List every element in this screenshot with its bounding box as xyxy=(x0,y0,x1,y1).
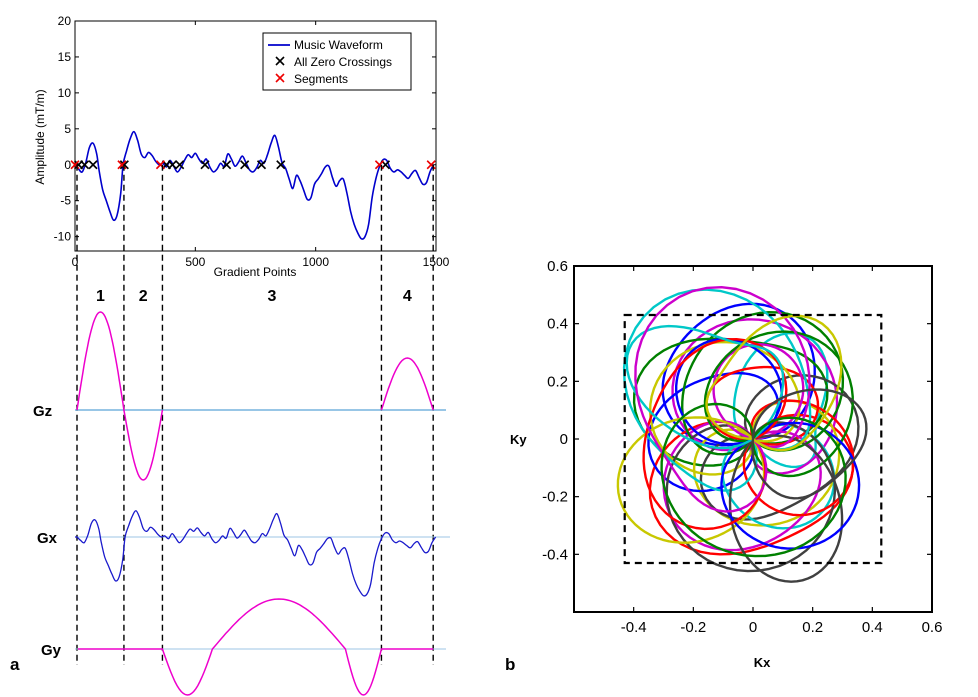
zero-crossing-marker xyxy=(256,160,267,170)
gz-label: Gz xyxy=(33,403,52,420)
kspace-trajectory xyxy=(647,372,780,493)
waveform-plot-frame xyxy=(74,20,437,252)
gy-trace xyxy=(78,598,434,696)
kspace-plot: 0.6 0.4 0.2 0 -0.2 -0.4 -0.4 -0.2 0 0.2 0.4 0.6 Ky… xyxy=(510,258,942,670)
waveform-plot: -10 -5 0 5 10 15 20 0 500 1000 1500 Amplitude (mT… xyxy=(33,14,450,279)
segment-label: 4 xyxy=(403,288,412,305)
segment-label: 1 xyxy=(96,288,105,305)
kspace-y-ticks: 0.6 0.4 0.2 0 -0.2 -0.4 xyxy=(542,258,932,563)
k-y-tick-label: 0 xyxy=(560,431,568,448)
legend-entry-segments: Segments xyxy=(294,72,348,86)
k-x-tick-label: 0.6 xyxy=(922,619,943,636)
x-tick-label: 1500 xyxy=(423,255,450,269)
k-y-tick-label: -0.4 xyxy=(542,546,568,563)
segment-label: 3 xyxy=(267,288,276,305)
waveform-y-axis-label: Amplitude (mT/m) xyxy=(33,89,47,184)
segment-boundaries xyxy=(76,164,434,665)
y-tick-label: 5 xyxy=(64,122,71,136)
legend-entry-zero-crossings: All Zero Crossings xyxy=(294,55,392,69)
kspace-trajectory xyxy=(660,402,847,558)
kspace-trajectory xyxy=(703,330,854,478)
zero-crossing-marker xyxy=(222,160,232,170)
k-y-tick-label: 0.4 xyxy=(547,316,568,333)
k-x-tick-label: 0.4 xyxy=(862,619,883,636)
kspace-trajectory xyxy=(665,421,837,573)
gy-label: Gy xyxy=(41,642,62,659)
kspace-trajectories xyxy=(616,286,868,583)
zero-crossing-marker xyxy=(200,160,210,170)
k-x-tick-label: 0 xyxy=(749,619,757,636)
waveform-y-ticks: -10 -5 0 5 10 15 20 xyxy=(54,14,436,244)
zero-crossing-marker xyxy=(167,160,178,170)
y-tick-label: -5 xyxy=(60,194,71,208)
panel-label-b: b xyxy=(505,655,515,674)
kspace-trajectory xyxy=(648,340,801,476)
zero-crossing-markers xyxy=(74,160,391,170)
kspace-trajectory xyxy=(712,343,805,441)
waveform-legend: Music Waveform All Zero Crossings Segmen… xyxy=(262,32,412,91)
x-tick-label: 0 xyxy=(72,255,79,269)
music-waveform-line xyxy=(74,130,435,240)
y-tick-label: 15 xyxy=(58,50,72,64)
kspace-trajectory xyxy=(625,324,785,450)
panel-label-a: a xyxy=(10,655,20,674)
zero-crossing-marker xyxy=(80,160,90,170)
gradient-traces: Gz Gx Gy xyxy=(33,311,450,696)
kspace-y-axis-label: Ky xyxy=(510,432,527,447)
kspace-trajectory xyxy=(634,286,811,513)
legend-box xyxy=(262,32,412,91)
y-tick-label: 10 xyxy=(58,86,72,100)
kspace-x-axis-label: Kx xyxy=(754,655,771,670)
y-tick-label: 20 xyxy=(58,14,72,28)
k-y-tick-label: 0.6 xyxy=(547,258,568,275)
segment-labels: 1 2 3 4 xyxy=(96,288,412,305)
k-y-tick-label: -0.2 xyxy=(542,489,568,506)
legend-segment-swatch xyxy=(275,73,285,83)
k-x-tick-label: 0.2 xyxy=(802,619,823,636)
kspace-x-ticks: -0.4 -0.2 0 0.2 0.4 0.6 xyxy=(621,266,943,636)
legend-zero-crossing-swatch xyxy=(275,56,285,66)
x-tick-label: 500 xyxy=(185,255,205,269)
zero-crossing-marker xyxy=(88,160,98,170)
legend-entry-waveform: Music Waveform xyxy=(294,38,383,52)
kspace-trajectory xyxy=(751,388,868,500)
y-tick-label: -10 xyxy=(54,230,72,244)
y-tick-label: 0 xyxy=(64,158,71,172)
k-y-tick-label: 0.2 xyxy=(547,373,568,390)
waveform-x-ticks: 0 500 1000 1500 xyxy=(72,21,450,269)
gx-trace xyxy=(75,510,437,597)
waveform-x-axis-label: Gradient Points xyxy=(214,265,297,279)
k-x-tick-label: -0.2 xyxy=(680,619,706,636)
segment-label: 2 xyxy=(139,288,148,305)
k-x-tick-label: -0.4 xyxy=(621,619,647,636)
segment-markers xyxy=(70,160,436,170)
zero-crossing-marker xyxy=(240,160,250,170)
zero-crossing-marker xyxy=(276,160,286,170)
gx-label: Gx xyxy=(37,530,58,547)
zero-crossing-marker xyxy=(175,160,185,170)
gz-trace xyxy=(76,311,434,481)
x-tick-label: 1000 xyxy=(302,255,329,269)
kspace-trajectory xyxy=(705,314,843,452)
